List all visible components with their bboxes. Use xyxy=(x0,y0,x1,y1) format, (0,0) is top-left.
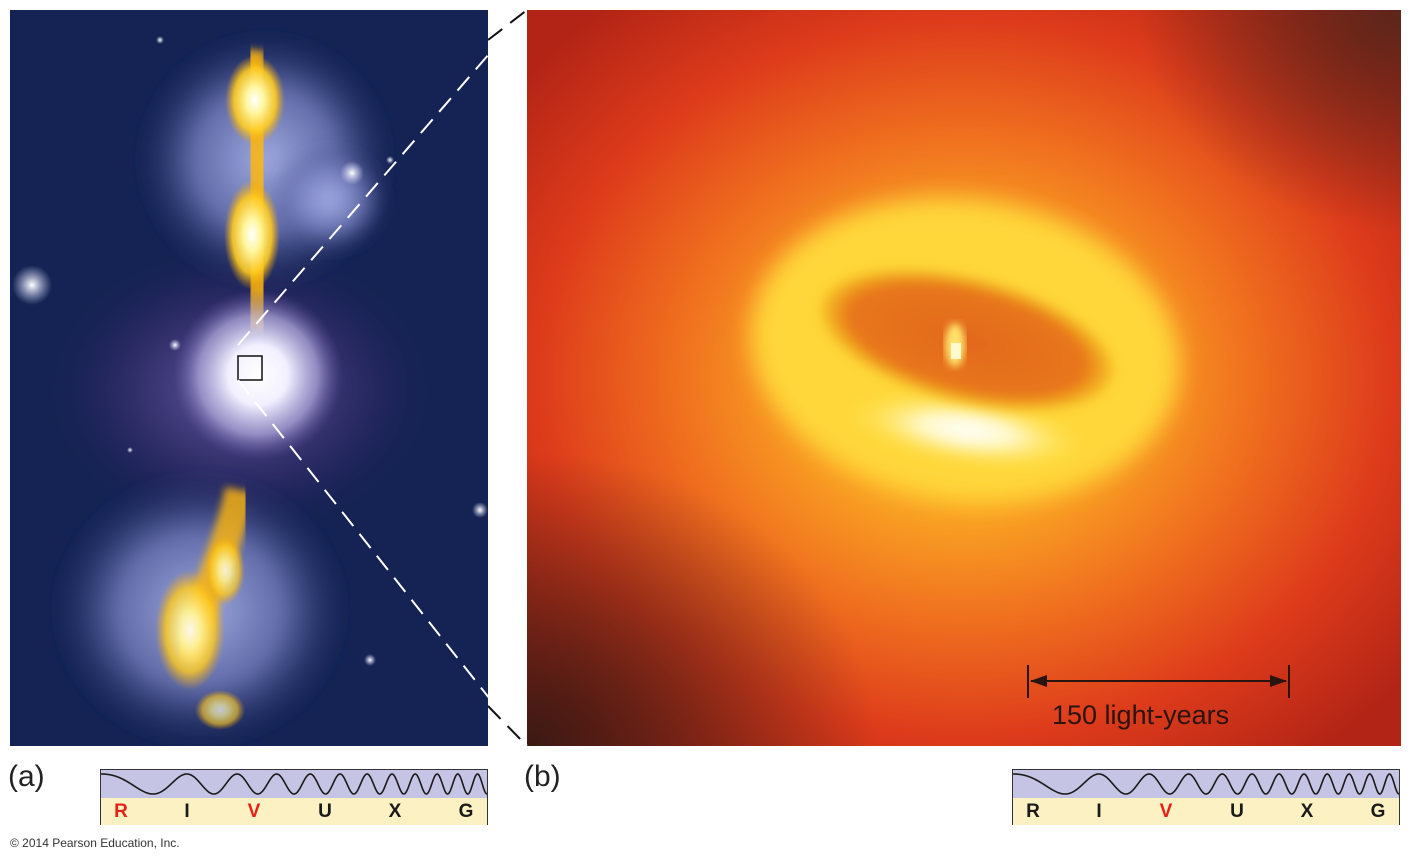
band-u: U xyxy=(1230,801,1244,822)
dust-disk-image xyxy=(527,10,1401,746)
band-g: G xyxy=(1370,801,1386,822)
band-x: X xyxy=(1300,801,1314,822)
panel-a-label: (a) xyxy=(8,760,45,793)
band-labels-a: R I V U X G xyxy=(101,798,487,825)
band-r: R xyxy=(114,801,128,822)
band-i: I xyxy=(184,801,190,822)
band-g: G xyxy=(458,801,474,822)
wavelength-wave-icon xyxy=(101,770,488,799)
band-u: U xyxy=(318,801,332,822)
panel-b-disk-image xyxy=(527,10,1401,746)
band-v: V xyxy=(1159,801,1173,822)
band-labels-b: R I V U X G xyxy=(1013,798,1399,825)
band-r: R xyxy=(1026,801,1040,822)
spectrum-indicator-a: R I V U X G xyxy=(100,769,488,825)
panel-b-label: (b) xyxy=(524,760,561,793)
panel-a-galaxy-image xyxy=(10,10,488,746)
wavelength-wave-icon xyxy=(1013,770,1400,799)
scale-bar-label: 150 light-years xyxy=(1052,700,1230,730)
galaxy-jets-image xyxy=(10,10,488,746)
band-i: I xyxy=(1096,801,1102,822)
scale-bar xyxy=(1027,665,1290,698)
band-x: X xyxy=(388,801,402,822)
spectrum-indicator-b: R I V U X G xyxy=(1012,769,1400,825)
copyright-notice: © 2014 Pearson Education, Inc. xyxy=(10,836,180,850)
band-v: V xyxy=(247,801,261,822)
